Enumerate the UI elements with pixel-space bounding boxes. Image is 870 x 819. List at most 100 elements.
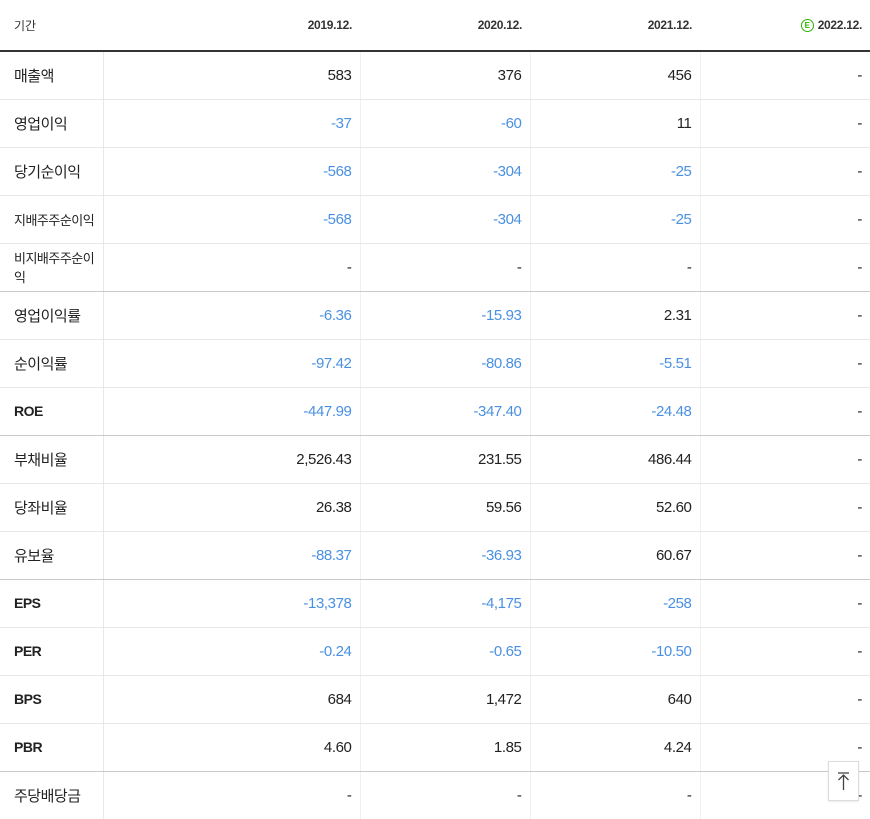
table-row: 비지배주주순이익 - - - - (0, 243, 870, 292)
cell-value: -10.50 (530, 627, 701, 676)
row-label: 매출액 (0, 51, 104, 100)
cell-value: -568 (103, 147, 361, 196)
row-label: 영업이익률 (0, 291, 104, 340)
cell-value: - (530, 243, 701, 292)
cell-value: -13,378 (103, 579, 361, 628)
cell-value: 640 (530, 675, 701, 724)
cell-value: -97.42 (103, 339, 361, 388)
arrow-up-to-top-icon (838, 771, 849, 790)
cell-value: 4.24 (530, 723, 701, 772)
table-row: 영업이익률 -6.36 -15.93 2.31- (0, 291, 870, 340)
row-label: EPS (0, 579, 104, 628)
cell-value: 583 (103, 51, 361, 100)
cell-value: 26.38 (103, 483, 361, 532)
cell-value: 52.60 (530, 483, 701, 532)
row-label: PER (0, 627, 104, 676)
cell-value: 486.44 (530, 435, 701, 484)
table-row: ROE -447.99 -347.40 -24.48- (0, 387, 870, 436)
cell-value: -37 (103, 99, 361, 148)
cell-value: 59.56 (360, 483, 531, 532)
cell-value: - (700, 243, 870, 292)
cell-value: 684 (103, 675, 361, 724)
cell-value: -0.65 (360, 627, 531, 676)
row-label: 순이익률 (0, 339, 104, 388)
cell-value: - (700, 483, 870, 532)
cell-value: - (700, 339, 870, 388)
cell-value: 2,526.43 (103, 435, 361, 484)
cell-value: 231.55 (360, 435, 531, 484)
cell-value: -80.86 (360, 339, 531, 388)
cell-value: -6.36 (103, 291, 361, 340)
cell-value: - (857, 786, 862, 804)
cell-value: - (700, 51, 870, 100)
cell-value: - (700, 435, 870, 484)
cell-value: 1,472 (360, 675, 531, 724)
cell-value: - (700, 387, 870, 436)
period-header-label: 기간 (0, 0, 103, 52)
cell-value: 4.60 (103, 723, 361, 772)
cell-value: -36.93 (360, 531, 531, 580)
period-header-2022: E 2022.12. (700, 0, 870, 52)
cell-value: - (700, 627, 870, 676)
cell-value: - (700, 147, 870, 196)
row-label: 비지배주주순이익 (0, 243, 104, 292)
cell-value: -568 (103, 195, 361, 244)
cell-value: -347.40 (360, 387, 531, 436)
cell-value: -24.48 (530, 387, 701, 436)
cell-value: - (530, 771, 701, 819)
cell-value: - (700, 531, 870, 580)
cell-value: -60 (360, 99, 531, 148)
cell-value: - (700, 99, 870, 148)
row-label: 당기순이익 (0, 147, 104, 196)
scroll-to-top-button[interactable] (828, 761, 859, 801)
cell-value: -447.99 (103, 387, 361, 436)
cell-value: -258 (530, 579, 701, 628)
cell-value: - (700, 291, 870, 340)
row-label: ROE (0, 387, 104, 436)
cell-value: -304 (360, 195, 531, 244)
table-header-row: 기간 2019.12. 2020.12. 2021.12. E 2022.12. (0, 0, 870, 52)
estimate-icon: E (800, 19, 814, 32)
cell-value: 2.31 (530, 291, 701, 340)
cell-value: - (700, 195, 870, 244)
cell-value: - (103, 771, 361, 819)
table-row: BPS 684 1,472 640- (0, 675, 870, 724)
cell-value: -304 (360, 147, 531, 196)
table-row: 매출액 583 376 456- (0, 51, 870, 100)
cell-value: 60.67 (530, 531, 701, 580)
period-header-2020: 2020.12. (360, 0, 530, 52)
table-body: 매출액 583 376 456- 영업이익 -37 -60 11- 당기순이익 -568 -304-… (0, 51, 870, 819)
cell-value: -0.24 (103, 627, 361, 676)
row-label: 당좌비율 (0, 483, 104, 532)
cell-value: -4,175 (360, 579, 531, 628)
table-row: PBR 4.60 1.85 4.24- (0, 723, 870, 772)
cell-value: -15.93 (360, 291, 531, 340)
cell-value: 456 (530, 51, 701, 100)
table-row: 당좌비율 26.38 59.56 52.60- (0, 483, 870, 532)
table-row: 주당배당금 - - - - (0, 771, 870, 819)
period-header-2022-label: 2022.12. (817, 18, 863, 32)
row-label: 부채비율 (0, 435, 104, 484)
row-label: 영업이익 (0, 99, 104, 148)
cell-value: - (103, 243, 361, 292)
cell-value: - (700, 675, 870, 724)
cell-value: 11 (530, 99, 701, 148)
cell-value: - (360, 243, 531, 292)
table-row: 순이익률 -97.42 -80.86 -5.51- (0, 339, 870, 388)
cell-value: -5.51 (530, 339, 701, 388)
cell-value: - (700, 579, 870, 628)
row-label: PBR (0, 723, 104, 772)
cell-value: -25 (530, 195, 701, 244)
table-row: 지배주주순이익 -568 -304 -25- (0, 195, 870, 244)
period-header-2021: 2021.12. (530, 0, 700, 52)
cell-value: -25 (530, 147, 701, 196)
row-label: 지배주주순이익 (0, 195, 104, 244)
period-header-2019: 2019.12. (103, 0, 360, 52)
cell-value: 1.85 (360, 723, 531, 772)
cell-value: 376 (360, 51, 531, 100)
table-row: 부채비율 2,526.43 231.55 486.44- (0, 435, 870, 484)
table-row: 유보율 -88.37 -36.93 60.67- (0, 531, 870, 580)
row-label: 유보율 (0, 531, 104, 580)
table-row: PER -0.24 -0.65 -10.50- (0, 627, 870, 676)
